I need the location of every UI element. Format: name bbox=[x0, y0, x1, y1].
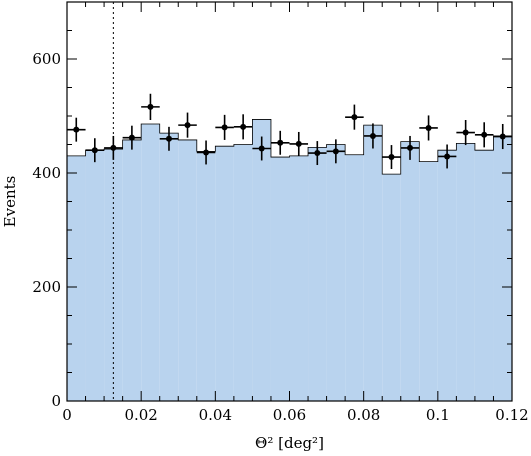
data-point bbox=[326, 139, 346, 164]
data-point-marker bbox=[295, 140, 302, 147]
y-tick-label: 600 bbox=[32, 50, 61, 68]
background-bar bbox=[104, 149, 123, 401]
data-point bbox=[308, 141, 327, 166]
data-point bbox=[85, 138, 105, 163]
data-point bbox=[159, 126, 179, 151]
data-point bbox=[270, 130, 290, 155]
background-bar bbox=[474, 150, 494, 401]
data-point-marker bbox=[184, 122, 191, 129]
background-bar bbox=[326, 144, 346, 401]
background-bar bbox=[289, 155, 309, 401]
background-bar bbox=[400, 141, 420, 401]
data-point-marker bbox=[499, 133, 506, 140]
data-point-marker bbox=[425, 124, 432, 131]
data-point-marker bbox=[203, 149, 210, 156]
data-point bbox=[196, 140, 216, 165]
y-tick-label: 0 bbox=[51, 392, 61, 410]
background-bar bbox=[270, 157, 290, 401]
data-point-marker bbox=[351, 114, 358, 121]
data-point bbox=[141, 93, 160, 120]
data-point-marker bbox=[388, 154, 395, 161]
data-point bbox=[474, 122, 494, 148]
background-bar bbox=[382, 174, 401, 401]
background-bar bbox=[159, 133, 179, 401]
data-point-marker bbox=[332, 148, 339, 155]
x-tick-label: 0.06 bbox=[273, 406, 306, 424]
data-point-marker bbox=[462, 129, 469, 136]
data-point-marker bbox=[369, 132, 376, 139]
data-point bbox=[382, 145, 401, 170]
background-histogram bbox=[67, 119, 512, 402]
data-point bbox=[493, 123, 512, 150]
data-point-marker bbox=[91, 147, 98, 154]
background-bar bbox=[363, 125, 383, 402]
background-bar bbox=[456, 143, 475, 402]
data-point bbox=[400, 135, 420, 160]
background-bar bbox=[437, 150, 457, 401]
data-point bbox=[104, 135, 123, 160]
data-point-marker bbox=[407, 144, 414, 151]
data-point-marker bbox=[277, 139, 284, 146]
data-point bbox=[419, 115, 438, 141]
x-tick-label: 0.1 bbox=[426, 406, 450, 424]
x-tick-label: 0.04 bbox=[199, 406, 232, 424]
data-point bbox=[289, 131, 309, 156]
plot-area bbox=[67, 2, 512, 402]
data-point bbox=[122, 125, 142, 150]
data-point-marker bbox=[240, 123, 247, 130]
data-point-marker bbox=[221, 124, 228, 131]
data-point bbox=[363, 123, 383, 149]
data-point-marker bbox=[73, 126, 80, 133]
y-tick-label: 200 bbox=[32, 278, 61, 296]
data-point-marker bbox=[444, 153, 451, 160]
background-step-outline bbox=[67, 119, 512, 175]
background-bar bbox=[122, 139, 142, 401]
data-point-marker bbox=[314, 150, 321, 157]
data-point bbox=[233, 114, 253, 140]
y-tick-label: 400 bbox=[32, 164, 61, 182]
data-point-marker bbox=[165, 135, 172, 142]
data-point bbox=[178, 112, 197, 138]
x-tick-label: 0 bbox=[62, 406, 72, 424]
x-axis-label: Θ² [deg²] bbox=[255, 434, 324, 452]
background-bar bbox=[215, 146, 234, 401]
data-point-marker bbox=[258, 145, 265, 152]
on-source-data-points bbox=[67, 93, 512, 170]
data-point bbox=[456, 119, 475, 146]
background-bar bbox=[85, 150, 105, 401]
background-bar bbox=[419, 161, 438, 401]
background-bar bbox=[233, 144, 253, 401]
x-tick-label: 0.08 bbox=[347, 406, 380, 424]
data-point bbox=[345, 104, 364, 130]
axis-tick-labels: 0 0.02 0.04 0.06 0.08 0.1 0.12 0 200 400 600 bbox=[32, 50, 528, 424]
data-point-marker bbox=[481, 131, 488, 138]
background-bar bbox=[345, 154, 364, 401]
y-axis-label: Events bbox=[1, 176, 19, 228]
background-bar bbox=[67, 155, 86, 401]
data-point-marker bbox=[110, 144, 117, 151]
data-point-marker bbox=[128, 134, 135, 141]
background-bar bbox=[493, 135, 512, 401]
data-point bbox=[67, 117, 86, 142]
background-bar bbox=[196, 151, 216, 401]
x-tick-label: 0.02 bbox=[124, 406, 157, 424]
background-bar bbox=[308, 147, 327, 401]
data-point-marker bbox=[147, 103, 154, 110]
x-tick-label: 0.12 bbox=[495, 406, 528, 424]
background-bar bbox=[141, 123, 160, 401]
data-point bbox=[215, 114, 234, 140]
data-point bbox=[252, 136, 271, 161]
axis-ticks bbox=[66, 1, 513, 402]
data-point bbox=[437, 144, 457, 169]
background-bar bbox=[178, 139, 197, 401]
background-bar bbox=[252, 119, 271, 402]
